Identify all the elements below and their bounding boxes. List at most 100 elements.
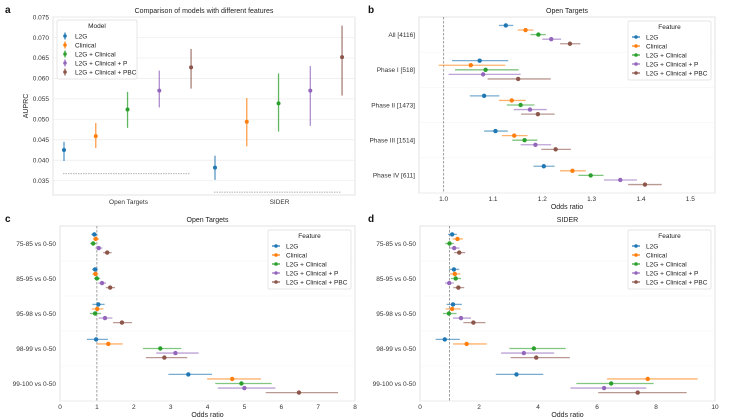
legend-entry-b: Clinical bbox=[646, 43, 668, 50]
legend-title-c: Feature bbox=[298, 233, 321, 240]
legend-marker-dot-c bbox=[274, 280, 278, 284]
y-tick-label-d: 85-95 vs 0-50 bbox=[376, 276, 416, 283]
data-point-d bbox=[442, 337, 447, 342]
panel-letter-a: a bbox=[5, 5, 11, 16]
data-point-a bbox=[213, 165, 217, 170]
legend-marker-dot-b bbox=[634, 62, 638, 66]
x-tick-label-b: 1.4 bbox=[636, 196, 645, 203]
data-point-c bbox=[96, 302, 101, 307]
y-tick-label-b: Phase I [518] bbox=[377, 67, 415, 74]
data-point-a bbox=[308, 88, 313, 93]
legend-marker-dot-a bbox=[63, 34, 67, 38]
legend-marker-dot-a bbox=[63, 70, 67, 74]
legend-entry-a: L2G + Clinical + PBC bbox=[75, 69, 137, 76]
y-tick-label-a: 0.055 bbox=[33, 96, 50, 103]
data-point-d bbox=[635, 390, 640, 395]
data-point-d bbox=[447, 280, 452, 286]
data-point-c bbox=[173, 350, 178, 356]
data-point-d bbox=[452, 271, 458, 277]
y-tick-label-a: 0.035 bbox=[33, 178, 50, 185]
legend-entry-d: L2G bbox=[646, 243, 658, 250]
x-tick-label-c: 2 bbox=[132, 404, 136, 411]
data-point-b bbox=[588, 173, 593, 178]
data-point-d bbox=[521, 350, 527, 356]
x-tick-label-c: 5 bbox=[243, 404, 247, 411]
data-point-d bbox=[531, 346, 537, 351]
data-point-a bbox=[276, 101, 281, 106]
data-point-b bbox=[523, 27, 528, 33]
data-point-d bbox=[534, 355, 539, 360]
y-tick-label-a: 0.045 bbox=[33, 137, 50, 144]
legend-marker-dot-b bbox=[634, 71, 638, 75]
data-point-c bbox=[296, 390, 302, 395]
x-axis-label-b: Odds ratio bbox=[551, 204, 583, 211]
legend-title-a: Model bbox=[88, 23, 106, 30]
data-point-b bbox=[527, 107, 533, 112]
data-point-d bbox=[446, 311, 452, 316]
data-point-b bbox=[567, 41, 573, 46]
legend-entry-c: Clinical bbox=[286, 252, 308, 259]
legend-box-b bbox=[627, 20, 712, 81]
data-point-c bbox=[95, 306, 100, 312]
data-point-a bbox=[93, 134, 98, 139]
data-point-a bbox=[125, 107, 130, 112]
data-point-c bbox=[119, 320, 125, 325]
legend-entry-b: L2G bbox=[646, 34, 658, 41]
legend-marker-dot-b bbox=[634, 53, 638, 57]
data-point-b bbox=[518, 102, 523, 108]
data-point-a bbox=[340, 55, 345, 60]
x-tick-label-a: SIDER bbox=[270, 199, 290, 206]
panel-c: c Open Targets 0 1 2 3 4 5 6 7 8 Odds ratio 75-85 vs… bbox=[5, 214, 357, 419]
x-tick-label-b: 1.2 bbox=[538, 196, 547, 203]
data-point-b bbox=[493, 128, 498, 134]
data-point-d bbox=[449, 232, 455, 237]
panel-d: d SIDER 0 2 4 6 8 10 Odds ratio 75-85 vs 0-50 85-9… bbox=[368, 214, 719, 419]
data-point-c bbox=[92, 267, 98, 272]
data-point-b bbox=[536, 32, 541, 37]
legend-marker-dot-d bbox=[634, 280, 638, 284]
data-point-c bbox=[230, 376, 235, 382]
legend-marker-dot-b bbox=[634, 35, 638, 39]
y-tick-label-d: 95-98 vs 0-50 bbox=[376, 311, 416, 318]
data-point-b bbox=[549, 36, 554, 42]
panel-b: b Open Targets 1.0 1.1 1.2 1.3 1.4 1.5 Odds rati… bbox=[368, 5, 716, 211]
data-point-d bbox=[449, 306, 455, 312]
x-tick-label-d: 8 bbox=[654, 404, 658, 411]
data-point-c bbox=[107, 285, 113, 290]
y-tick-label-b: Phase III [1514] bbox=[369, 138, 415, 145]
data-point-b bbox=[512, 133, 517, 138]
y-tick-label-b: All [4116] bbox=[388, 32, 415, 39]
legend-marker-dot-a bbox=[63, 43, 67, 47]
y-tick-label-a: 0.050 bbox=[33, 117, 50, 124]
data-point-c bbox=[239, 381, 244, 386]
data-point-b bbox=[515, 76, 521, 82]
data-point-b bbox=[522, 138, 527, 143]
data-point-d bbox=[458, 315, 464, 321]
data-point-b bbox=[553, 147, 558, 152]
panel-letter-c: c bbox=[5, 214, 11, 225]
data-point-b bbox=[541, 164, 547, 169]
data-point-b bbox=[468, 63, 473, 68]
data-point-b bbox=[480, 72, 486, 77]
x-tick-label-c: 8 bbox=[353, 404, 357, 411]
chart-title-c: Open Targets bbox=[187, 217, 229, 224]
legend-marker-dot-b bbox=[634, 44, 638, 48]
legend-entry-d: L2G + Clinical + PBC bbox=[646, 279, 708, 286]
x-tick-label-b: 1.1 bbox=[488, 196, 497, 203]
x-axis-label-d: Odds ratio bbox=[551, 412, 583, 419]
data-point-b bbox=[570, 168, 575, 174]
data-point-b bbox=[535, 111, 541, 117]
y-tick-label-b: Phase IV [611] bbox=[373, 173, 415, 180]
legend-marker-dot-d bbox=[634, 253, 638, 257]
legend-entry-a: L2G + Clinical + P bbox=[75, 60, 127, 67]
data-point-a bbox=[244, 119, 249, 124]
legend-marker-dot-a bbox=[63, 52, 67, 56]
x-tick-label-a: Open Targets bbox=[109, 199, 149, 206]
legend-entry-c: L2G + Clinical + P bbox=[286, 270, 338, 277]
data-point-d bbox=[471, 320, 476, 325]
y-tick-label-a: 0.075 bbox=[33, 14, 50, 21]
data-point-d bbox=[514, 372, 519, 377]
chart-title-d: SIDER bbox=[557, 217, 578, 224]
y-axis-label-a: AUPRC bbox=[23, 94, 30, 119]
x-axis-label-c: Odds ratio bbox=[191, 412, 223, 419]
